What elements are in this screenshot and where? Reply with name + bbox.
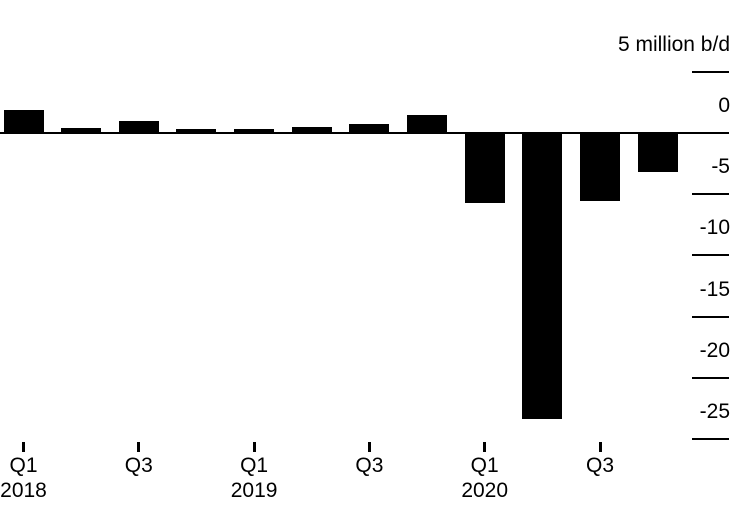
x-axis-quarter-label-2: Q1 — [240, 454, 269, 477]
y-axis-label--5: -5 — [711, 155, 730, 179]
y-axis-label--10: -10 — [699, 216, 730, 240]
bar-q3-2020 — [580, 133, 620, 202]
bar-q4-2020 — [637, 133, 678, 172]
y-axis-label--20: -20 — [699, 338, 730, 362]
x-axis-tick-4 — [483, 442, 487, 452]
x-axis-quarter-label-4: Q1 — [470, 454, 499, 477]
x-axis-tick-2 — [252, 442, 256, 452]
y-axis-tick--25 — [692, 438, 729, 440]
x-axis-quarter-label-0: Q1 — [9, 454, 38, 477]
y-axis-tick--10 — [692, 254, 729, 257]
y-axis-tick-5 — [692, 70, 729, 73]
x-axis-tick-0 — [22, 442, 25, 452]
x-axis-year-label-2018: 2018 — [0, 479, 47, 502]
zero-axis-line — [0, 132, 729, 134]
y-axis-tick--20 — [692, 376, 729, 379]
y-axis-label-5: 5 million b/d — [617, 32, 730, 56]
bar-q3-2019 — [349, 124, 390, 133]
y-axis-tick--15 — [692, 315, 729, 318]
bar-q2-2018 — [61, 128, 102, 133]
x-axis-year-label-2020: 2020 — [461, 479, 509, 502]
y-axis-label--15: -15 — [699, 277, 730, 301]
bar-q4-2018 — [176, 129, 217, 133]
bar-q2-2020 — [522, 133, 563, 420]
y-axis-label--25: -25 — [699, 400, 730, 423]
x-axis-year-label-2019: 2019 — [230, 479, 278, 502]
y-axis-tick--5 — [692, 193, 729, 196]
bar-q3-2018 — [118, 120, 159, 133]
y-axis-label-0: 0 — [718, 94, 730, 117]
bar-q1-2020 — [464, 133, 505, 203]
bar-q2-2019 — [291, 126, 332, 133]
bar-q4-2019 — [407, 114, 448, 133]
x-axis-tick-1 — [137, 442, 141, 452]
bar-q1-2019 — [234, 129, 275, 133]
x-axis-tick-3 — [367, 442, 371, 452]
x-axis-quarter-label-5: Q3 — [585, 454, 614, 477]
x-axis-tick-5 — [598, 442, 602, 452]
x-axis-quarter-label-3: Q3 — [355, 454, 384, 477]
x-axis-quarter-label-1: Q3 — [124, 454, 153, 477]
bar-q1-2018 — [3, 109, 44, 133]
